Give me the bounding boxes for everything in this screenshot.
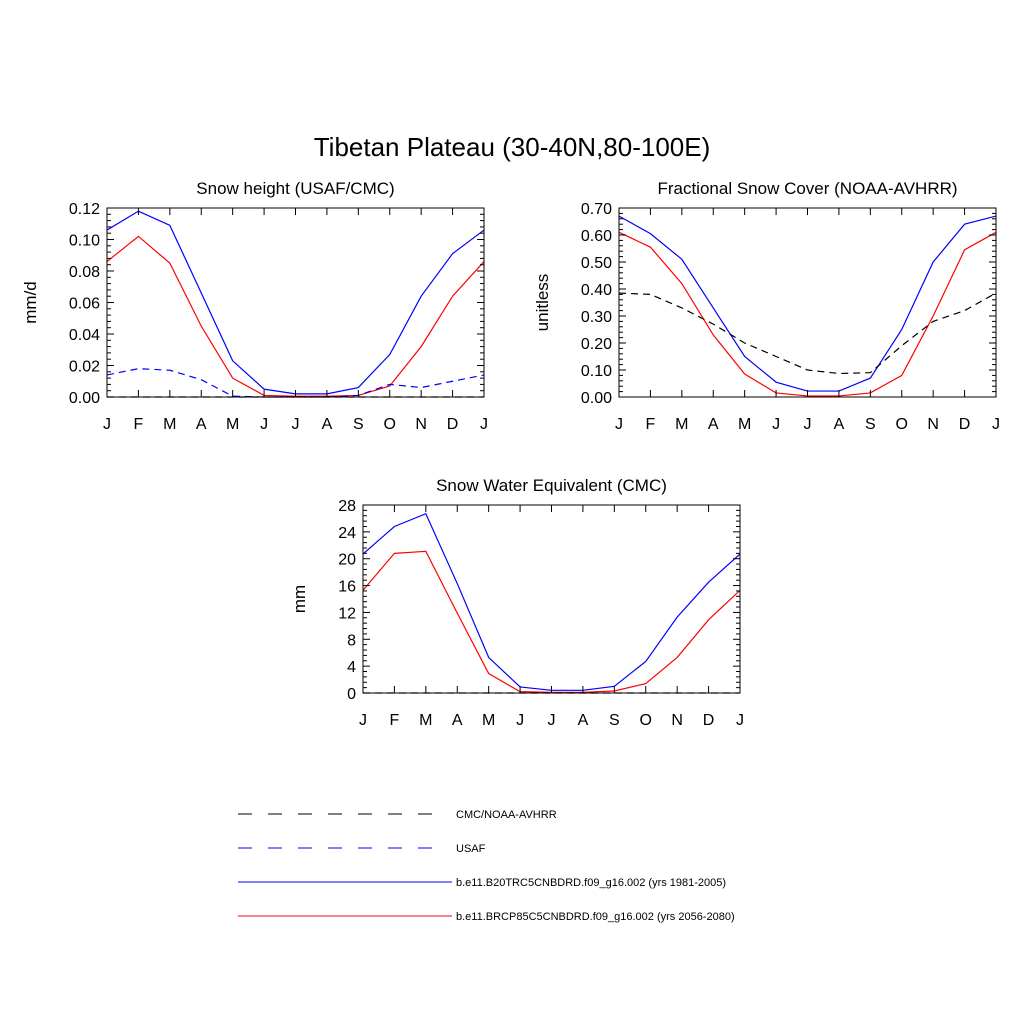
series-line-2-2 — [618, 231, 997, 397]
y-tick-label: 12 — [338, 605, 356, 622]
x-tick-label: M — [163, 416, 176, 433]
y-tick-label: 28 — [338, 498, 356, 515]
x-tick-label: F — [390, 712, 400, 729]
chart-title: Fractional Snow Cover (NOAA-AVHRR) — [657, 179, 957, 198]
chart-panel-3: 0 4 8 12 16 20 24 28 J F M A M J J A S O N D J Snow Water Equ… — [290, 476, 744, 729]
x-tick-label: A — [834, 416, 845, 433]
x-tick-label: N — [927, 416, 939, 433]
x-tick-label: M — [738, 416, 751, 433]
y-tick-label: 24 — [338, 525, 356, 542]
x-tick-label: J — [615, 416, 623, 433]
x-tick-label: O — [384, 416, 396, 433]
x-tick-label: A — [322, 416, 333, 433]
y-tick-label: 0.50 — [581, 255, 612, 272]
y-tick-label: 0.04 — [69, 327, 100, 344]
y-tick-label: 0.10 — [69, 233, 100, 250]
x-tick-label: M — [419, 712, 432, 729]
x-tick-label: O — [896, 416, 908, 433]
x-tick-label: J — [292, 416, 300, 433]
x-tick-label: J — [736, 712, 744, 729]
series-line-3-2 — [362, 550, 741, 693]
x-tick-label: M — [675, 416, 688, 433]
x-tick-label: N — [671, 712, 683, 729]
x-tick-label: M — [482, 712, 495, 729]
y-tick-label: 0.60 — [581, 228, 612, 245]
x-tick-label: J — [804, 416, 812, 433]
y-tick-label: 0.02 — [69, 359, 100, 376]
x-tick-label: J — [516, 712, 524, 729]
x-tick-label: O — [640, 712, 652, 729]
x-tick-label: A — [578, 712, 589, 729]
x-tick-label: S — [609, 712, 620, 729]
chart-title: Snow Water Equivalent (CMC) — [436, 476, 667, 495]
x-tick-label: J — [359, 712, 367, 729]
y-tick-label: 0.70 — [581, 201, 612, 218]
legend-label-2: USAF — [456, 843, 486, 855]
x-tick-label: D — [703, 712, 715, 729]
y-tick-label: 0.30 — [581, 309, 612, 326]
plot-frame — [106, 207, 485, 398]
y-tick-label: 4 — [347, 659, 356, 676]
series-line-1-2 — [106, 235, 485, 397]
y-tick-label: 0.20 — [581, 336, 612, 353]
x-tick-label: N — [415, 416, 427, 433]
x-tick-label: M — [226, 416, 239, 433]
y-tick-label: 0.40 — [581, 282, 612, 299]
y-tick-label: 0 — [347, 686, 356, 703]
series-line-1-1 — [106, 210, 485, 395]
x-tick-label: J — [548, 712, 556, 729]
series-line-3-1 — [362, 512, 741, 691]
y-tick-label: 16 — [338, 579, 356, 596]
y-tick-label: 0.10 — [581, 363, 612, 380]
y-tick-label: 0.06 — [69, 296, 100, 313]
chart-panel-1: 0.00 0.02 0.04 0.06 0.08 0.10 0.12 J F M A M J J A S O N D… — [21, 179, 488, 433]
y-tick-label: 0.00 — [581, 390, 612, 407]
x-tick-label: F — [134, 416, 144, 433]
x-tick-label: J — [480, 416, 488, 433]
plots-group: 0.00 0.02 0.04 0.06 0.08 0.10 0.12 J F M A M J J A S O N D… — [21, 179, 1000, 729]
y-tick-label: 0.00 — [69, 390, 100, 407]
y-axis-label: mm/d — [21, 281, 40, 324]
x-tick-label: S — [353, 416, 364, 433]
chart-title: Snow height (USAF/CMC) — [196, 179, 394, 198]
figure-title: Tibetan Plateau (30-40N,80-100E) — [314, 132, 711, 162]
y-axis-label: unitless — [533, 274, 552, 332]
x-tick-label: J — [772, 416, 780, 433]
legend-label-1: CMC/NOAA-AVHRR — [456, 809, 557, 821]
legend: CMC/NOAA-AVHRR USAF b.e11.B20TRC5CNBDRD.f0… — [238, 809, 735, 923]
x-tick-label: D — [959, 416, 971, 433]
y-tick-label: 0.12 — [69, 201, 100, 218]
x-tick-label: J — [992, 416, 1000, 433]
legend-label-4: b.e11.BRCP85C5CNBDRD.f09_g16.002 (yrs 20… — [456, 911, 735, 923]
x-tick-label: F — [646, 416, 656, 433]
series-line-2-3 — [618, 292, 997, 375]
x-tick-label: A — [452, 712, 463, 729]
y-tick-label: 20 — [338, 552, 356, 569]
chart-panel-2: 0.00 0.10 0.20 0.30 0.40 0.50 0.60 0.70 J F M A M J J A… — [533, 179, 1000, 433]
x-tick-label: J — [103, 416, 111, 433]
y-tick-label: 0.08 — [69, 264, 100, 281]
y-tick-label: 8 — [347, 632, 356, 649]
plot-frame — [362, 504, 741, 694]
y-axis-label: mm — [290, 585, 309, 613]
x-tick-label: J — [260, 416, 268, 433]
x-tick-label: A — [196, 416, 207, 433]
x-tick-label: A — [708, 416, 719, 433]
x-tick-label: S — [865, 416, 876, 433]
x-tick-label: D — [447, 416, 459, 433]
legend-label-3: b.e11.B20TRC5CNBDRD.f09_g16.002 (yrs 198… — [456, 877, 726, 889]
